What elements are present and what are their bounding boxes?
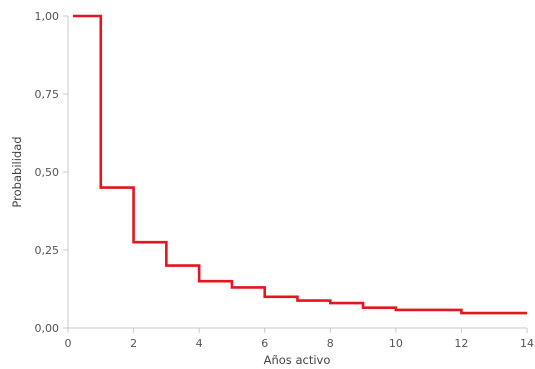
y-tick-label: 0,25 [35, 244, 60, 257]
x-tick-label: 0 [65, 337, 72, 350]
x-tick-label: 6 [261, 337, 268, 350]
x-tick-label: 14 [520, 337, 534, 350]
y-tick-label: 0,50 [35, 166, 60, 179]
x-tick-label: 12 [454, 337, 468, 350]
y-tick-label: 0,00 [35, 322, 60, 335]
y-tick-label: 0,75 [35, 88, 60, 101]
y-axis-ticks: 0,00 0,25 0,50 0,75 1,00 [35, 10, 68, 335]
x-axis-title: Años activo [264, 353, 331, 367]
x-tick-label: 2 [130, 337, 137, 350]
survival-step-line [72, 14, 527, 315]
x-tick-label: 8 [327, 337, 334, 350]
x-tick-label: 4 [196, 337, 203, 350]
x-tick-label: 10 [389, 337, 403, 350]
x-axis-ticks: 0 2 4 6 8 10 12 14 [65, 328, 534, 350]
y-axis-title: Probabilidad [10, 136, 24, 207]
y-tick-label: 1,00 [35, 10, 60, 23]
